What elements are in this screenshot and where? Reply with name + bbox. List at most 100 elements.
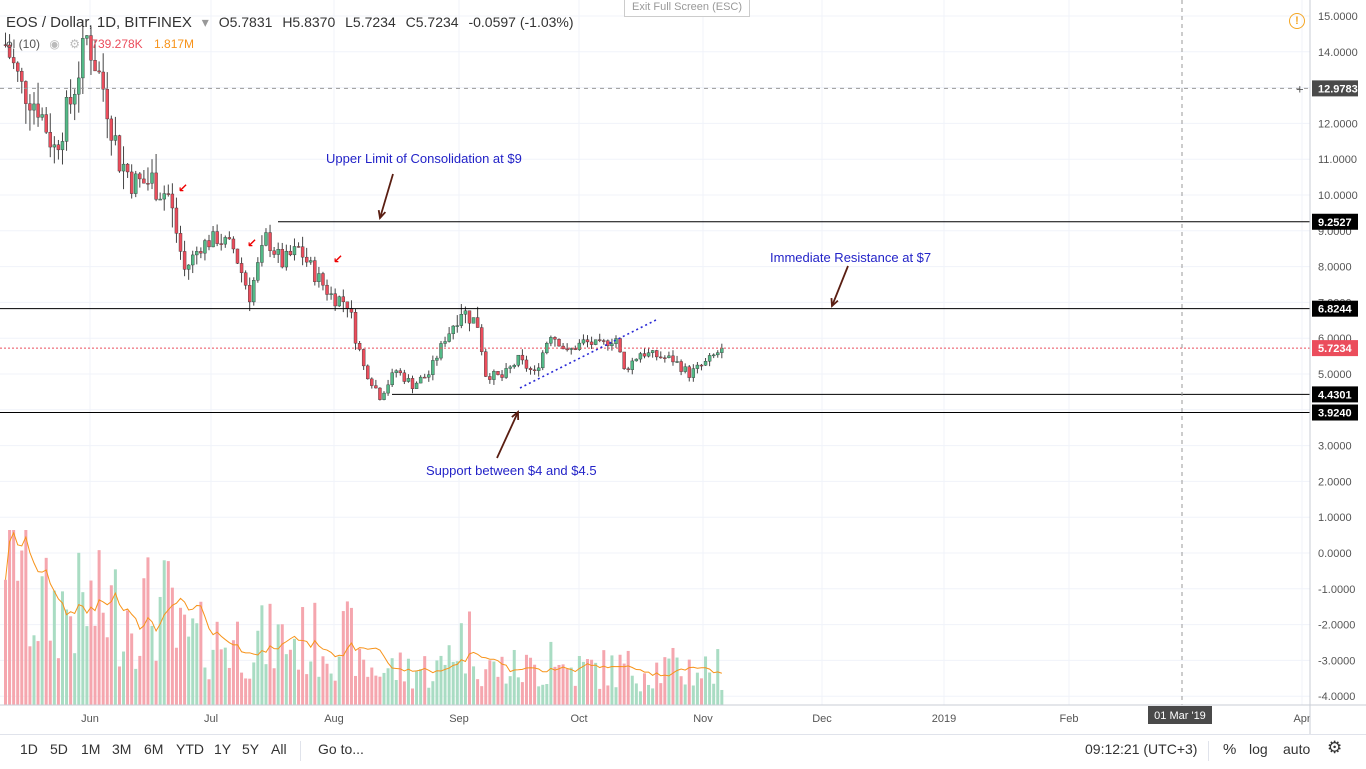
candle-body <box>663 357 667 359</box>
volume-bar <box>301 607 305 705</box>
volume-bar <box>472 666 476 705</box>
bottom-toolbar: 1D 5D 1M 3M 6M YTD 1Y 5Y All Go to... 09:12:21 (… <box>0 734 1366 769</box>
drawing-overlays: Upper Limit of Consolidation at $9 Immedi… <box>178 151 931 478</box>
candle-body <box>565 348 569 351</box>
price-label-level_39: 3.9240 <box>1318 408 1352 420</box>
volume-bar <box>651 688 655 705</box>
gear-icon[interactable]: ⚙ <box>1327 738 1343 757</box>
volume-bar <box>337 656 341 705</box>
range-button-all[interactable]: All <box>271 741 287 757</box>
range-button-ytd[interactable]: YTD <box>176 741 204 757</box>
volume-bar <box>663 657 667 705</box>
symbol-title[interactable]: EOS / Dollar, 1D, BITFINEX <box>6 14 192 31</box>
candle-body <box>357 343 362 350</box>
candle-body <box>142 178 146 184</box>
volume-bar <box>85 626 89 705</box>
eye-icon[interactable]: ◉ <box>49 37 60 51</box>
price-label-level_9: 9.2527 <box>1318 217 1352 229</box>
candle-body <box>182 251 187 270</box>
volume-bar <box>606 685 610 705</box>
candle-body <box>268 232 272 251</box>
candle-body <box>687 366 691 378</box>
volume-bar <box>704 656 708 705</box>
volume-bar <box>602 650 606 705</box>
volume-bar <box>634 683 638 705</box>
alert-icon[interactable]: ! <box>1289 13 1305 29</box>
arrow-upper-limit <box>379 173 394 219</box>
volume-bar <box>284 654 288 705</box>
range-button-1m[interactable]: 1M <box>81 741 101 757</box>
volume-bar <box>443 664 447 705</box>
range-button-1d[interactable]: 1D <box>20 741 38 757</box>
candle-body <box>280 249 284 268</box>
volume-bar <box>500 656 504 705</box>
range-button-5d[interactable]: 5D <box>50 741 68 757</box>
arrow-support-head <box>511 410 520 421</box>
candle-body <box>256 262 260 281</box>
price-label-box <box>1312 386 1358 403</box>
candle-body <box>191 254 195 266</box>
candle-body <box>3 44 8 46</box>
x-tick-label: Jun <box>81 713 99 725</box>
y-tick-label: 1.0000 <box>1318 512 1352 524</box>
volume-bar <box>117 666 121 705</box>
candle-body <box>113 135 118 141</box>
volume-bar <box>248 678 252 705</box>
candle-body <box>317 273 321 282</box>
candle-body <box>691 368 696 378</box>
settings-icon[interactable]: ⚙ <box>69 37 80 51</box>
candle-body <box>72 94 77 105</box>
volume-bar <box>252 662 256 705</box>
volume-bar <box>32 635 36 705</box>
candle-body <box>577 342 582 350</box>
goto-button[interactable]: Go to... <box>318 741 364 757</box>
volume-bar <box>447 645 451 705</box>
candle-body <box>341 296 346 303</box>
volume-label[interactable]: ol (10) <box>6 37 41 51</box>
y-tick-label: -4.0000 <box>1318 691 1355 703</box>
log-toggle[interactable]: log <box>1249 741 1268 757</box>
volume-bar <box>223 647 227 705</box>
candle-body <box>158 198 162 201</box>
chevron-down-icon[interactable]: ▾ <box>201 14 209 30</box>
candle-body <box>475 317 480 328</box>
volume-bar <box>439 655 443 705</box>
volume-bar <box>524 654 528 705</box>
candle-body <box>618 338 622 353</box>
volume-bar <box>142 578 146 705</box>
candle-body <box>532 369 537 372</box>
candle-body <box>516 354 521 366</box>
chart-canvas[interactable]: + Upper Limit of Consolidation at $9 Imme… <box>0 0 1366 734</box>
volume-bar <box>451 661 455 705</box>
candle-body <box>170 193 175 209</box>
candle-body <box>52 144 57 148</box>
volume-bar <box>638 691 642 705</box>
y-tick-label: 0.0000 <box>1318 548 1352 560</box>
candle-body <box>524 359 529 369</box>
clock[interactable]: 09:12:21 (UTC+3) <box>1085 741 1198 757</box>
exit-fullscreen-button[interactable]: Exit Full Screen (ESC) <box>624 0 750 17</box>
auto-toggle[interactable]: auto <box>1283 741 1311 757</box>
arrow-upper-limit-head <box>377 209 387 220</box>
candle-body <box>711 354 716 357</box>
range-button-1y[interactable]: 1Y <box>214 741 232 757</box>
percent-toggle[interactable]: % <box>1223 741 1237 758</box>
volume-bar <box>203 667 207 705</box>
volume-bar <box>122 651 126 705</box>
volume-bar <box>594 662 598 705</box>
candle-body <box>195 251 199 256</box>
volume-bar <box>561 664 565 705</box>
candle-body <box>146 183 150 185</box>
range-button-6m[interactable]: 6M <box>144 741 164 757</box>
volume-bar <box>207 679 211 705</box>
volume-bar <box>48 640 52 705</box>
candle-body <box>93 60 97 72</box>
range-button-3m[interactable]: 3M <box>112 741 132 757</box>
candle-body <box>81 38 85 79</box>
volume-bar <box>370 667 374 705</box>
y-tick-label: 15.0000 <box>1318 11 1358 23</box>
volume-bar <box>227 667 231 705</box>
range-button-5y[interactable]: 5Y <box>242 741 260 757</box>
candle-body <box>455 325 459 327</box>
candle-body <box>638 353 643 360</box>
